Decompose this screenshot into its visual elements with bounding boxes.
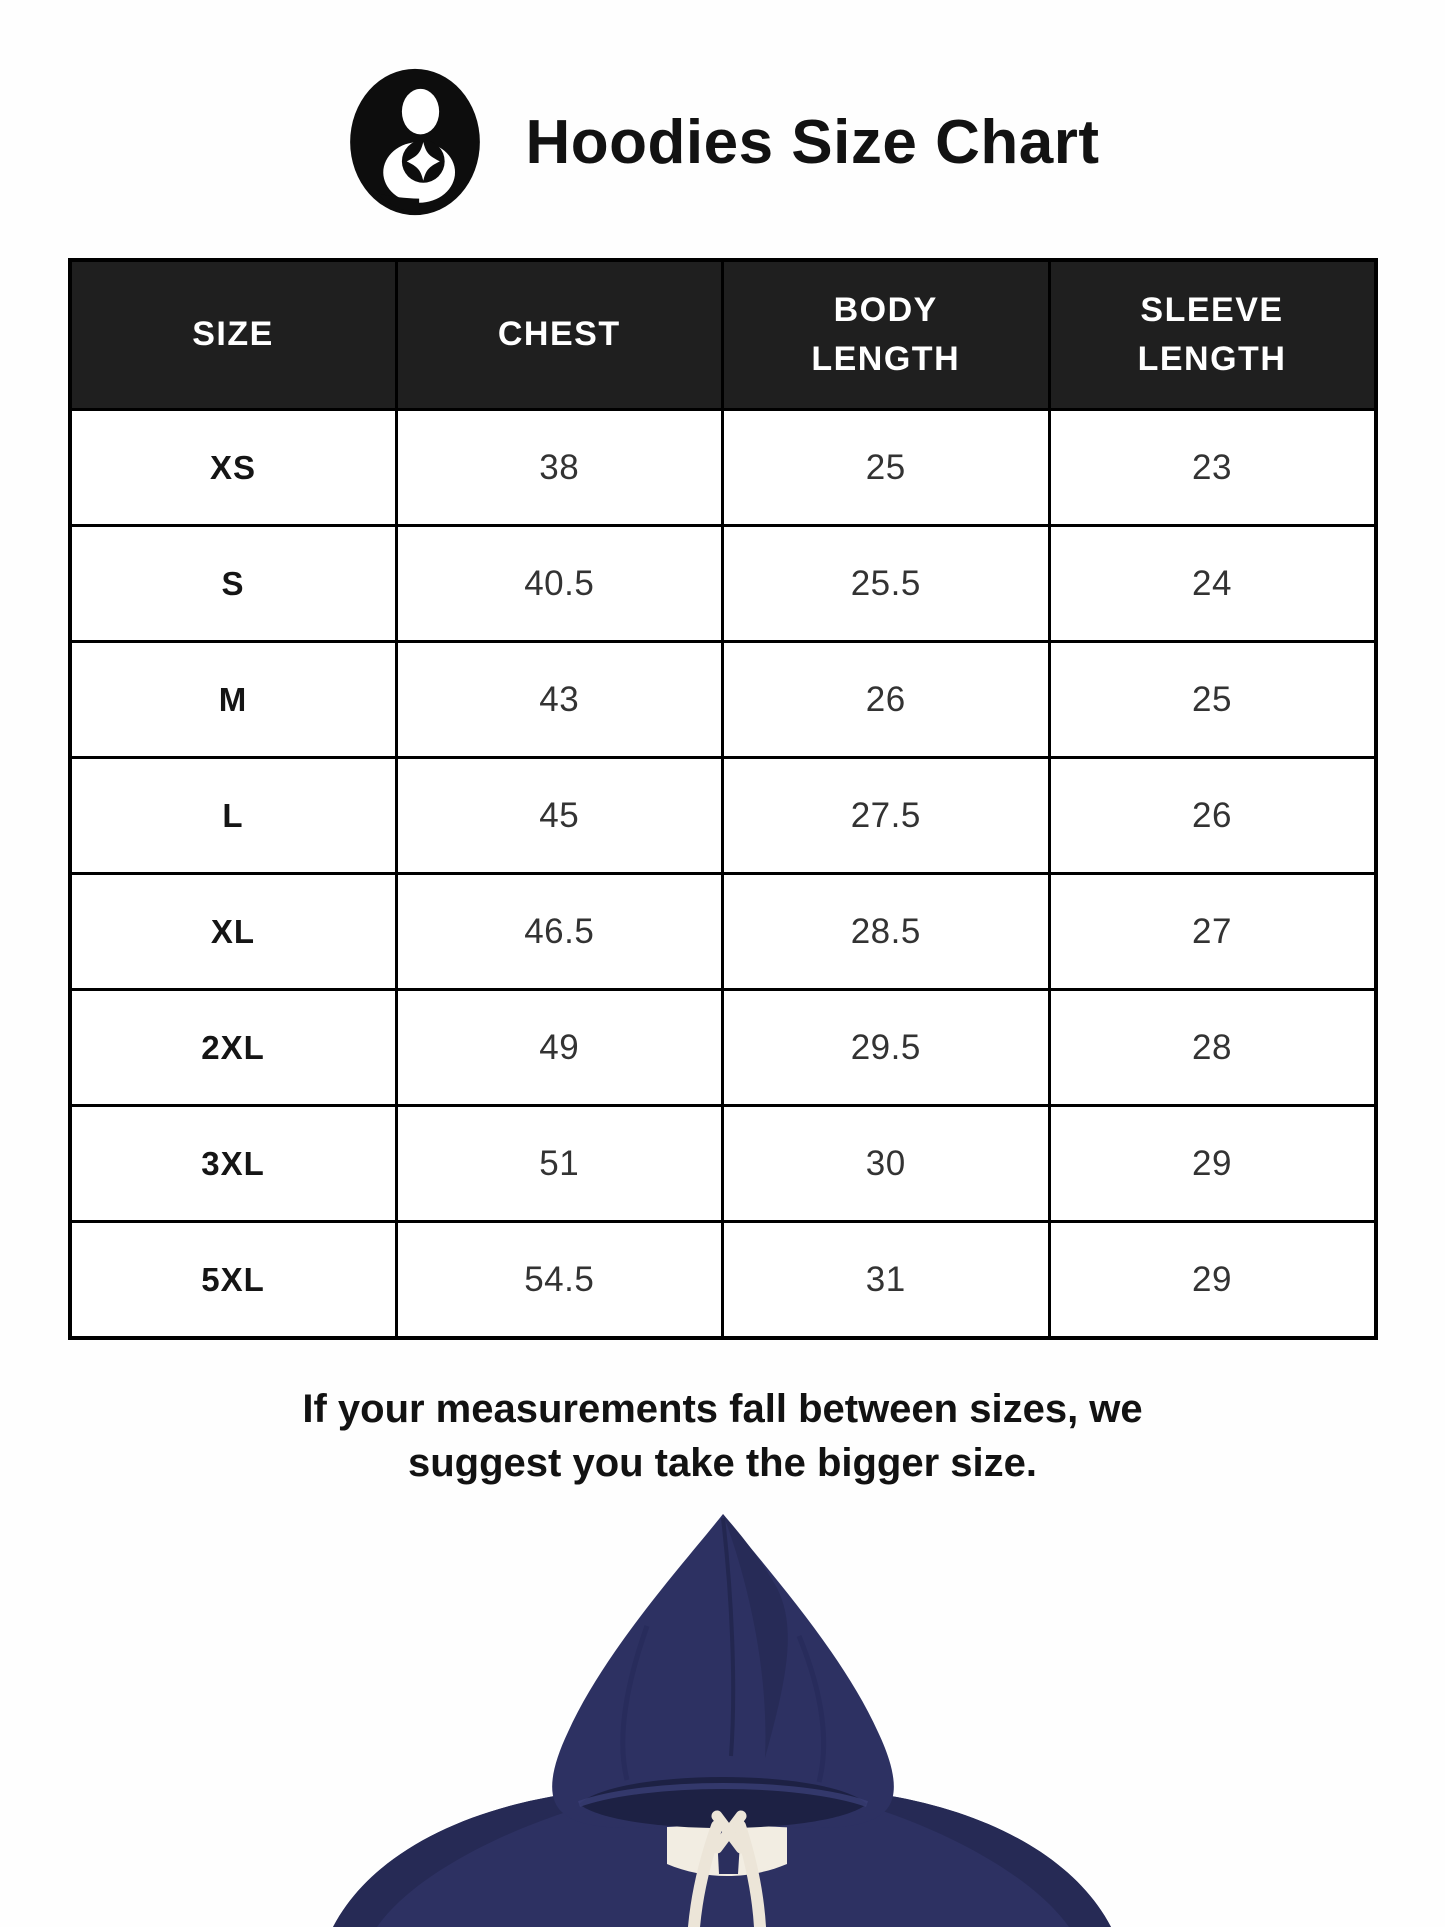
size-label: XS [68, 408, 398, 527]
chest-value: 40.5 [394, 524, 724, 643]
body-length-value: 28.5 [721, 872, 1051, 991]
sleeve-length-value: 28 [1047, 988, 1377, 1107]
sleeve-length-value: 29 [1047, 1220, 1377, 1340]
sizing-note-line1: If your measurements fall between sizes,… [302, 1387, 1143, 1431]
sleeve-length-value: 23 [1047, 408, 1377, 527]
sleeve-length-value: 24 [1047, 524, 1377, 643]
chest-value: 45 [394, 756, 724, 875]
body-length-value: 25 [721, 408, 1051, 527]
table-row: XL 46.5 28.5 27 [68, 872, 1377, 991]
table-row: XS 38 25 23 [68, 408, 1377, 527]
sizing-note-line2: suggest you take the bigger size. [407, 1441, 1038, 1485]
size-label: L [68, 756, 398, 875]
body-length-value: 31 [721, 1220, 1051, 1340]
size-label: S [68, 524, 398, 643]
chest-value: 43 [394, 640, 724, 759]
size-label: 5XL [68, 1220, 398, 1340]
sleeve-length-value: 26 [1047, 756, 1377, 875]
sleeve-length-value: 27 [1047, 872, 1377, 991]
page-header: Hoodies Size Chart [0, 0, 1445, 220]
chest-value: 49 [394, 988, 724, 1107]
table-row: 2XL 49 29.5 28 [68, 988, 1377, 1107]
body-length-value: 27.5 [721, 756, 1051, 875]
table-row: 3XL 51 30 29 [68, 1104, 1377, 1223]
column-header-body-length: BODY LENGTH [721, 258, 1051, 411]
size-label: 2XL [68, 988, 398, 1107]
size-chart-table-header: SIZE CHEST BODY LENGTH SLEEVE LENGTH [68, 258, 1377, 411]
table-header-row: SIZE CHEST BODY LENGTH SLEEVE LENGTH [68, 258, 1377, 411]
column-header-size: SIZE [68, 258, 398, 411]
chest-value: 54.5 [394, 1220, 724, 1340]
column-header-chest: CHEST [394, 258, 724, 411]
table-row: 5XL 54.5 31 29 [68, 1220, 1377, 1340]
body-length-value: 30 [721, 1104, 1051, 1223]
page-title: Hoodies Size Chart [525, 107, 1100, 177]
mother-and-child-logo-icon [349, 68, 480, 216]
body-length-value: 29.5 [721, 988, 1051, 1107]
body-length-value: 25.5 [721, 524, 1051, 643]
body-length-value: 26 [721, 640, 1051, 759]
table-row: L 45 27.5 26 [68, 756, 1377, 875]
size-chart-table: SIZE CHEST BODY LENGTH SLEEVE LENGTH XS … [67, 258, 1378, 1340]
hoodie-product-image [317, 1508, 1129, 1927]
table-row: S 40.5 25.5 24 [68, 524, 1377, 643]
sleeve-length-value: 29 [1047, 1104, 1377, 1223]
chest-value: 46.5 [394, 872, 724, 991]
chest-value: 51 [394, 1104, 724, 1223]
table-row: M 43 26 25 [68, 640, 1377, 759]
size-label: XL [68, 872, 398, 991]
navy-hoodie-illustration [332, 1514, 1111, 1927]
sizing-note: If your measurements fall between sizes,… [0, 1382, 1445, 1490]
chest-value: 38 [394, 408, 724, 527]
size-label: 3XL [68, 1104, 398, 1223]
size-label: M [68, 640, 398, 759]
column-header-sleeve-length: SLEEVE LENGTH [1047, 258, 1377, 411]
sleeve-length-value: 25 [1047, 640, 1377, 759]
